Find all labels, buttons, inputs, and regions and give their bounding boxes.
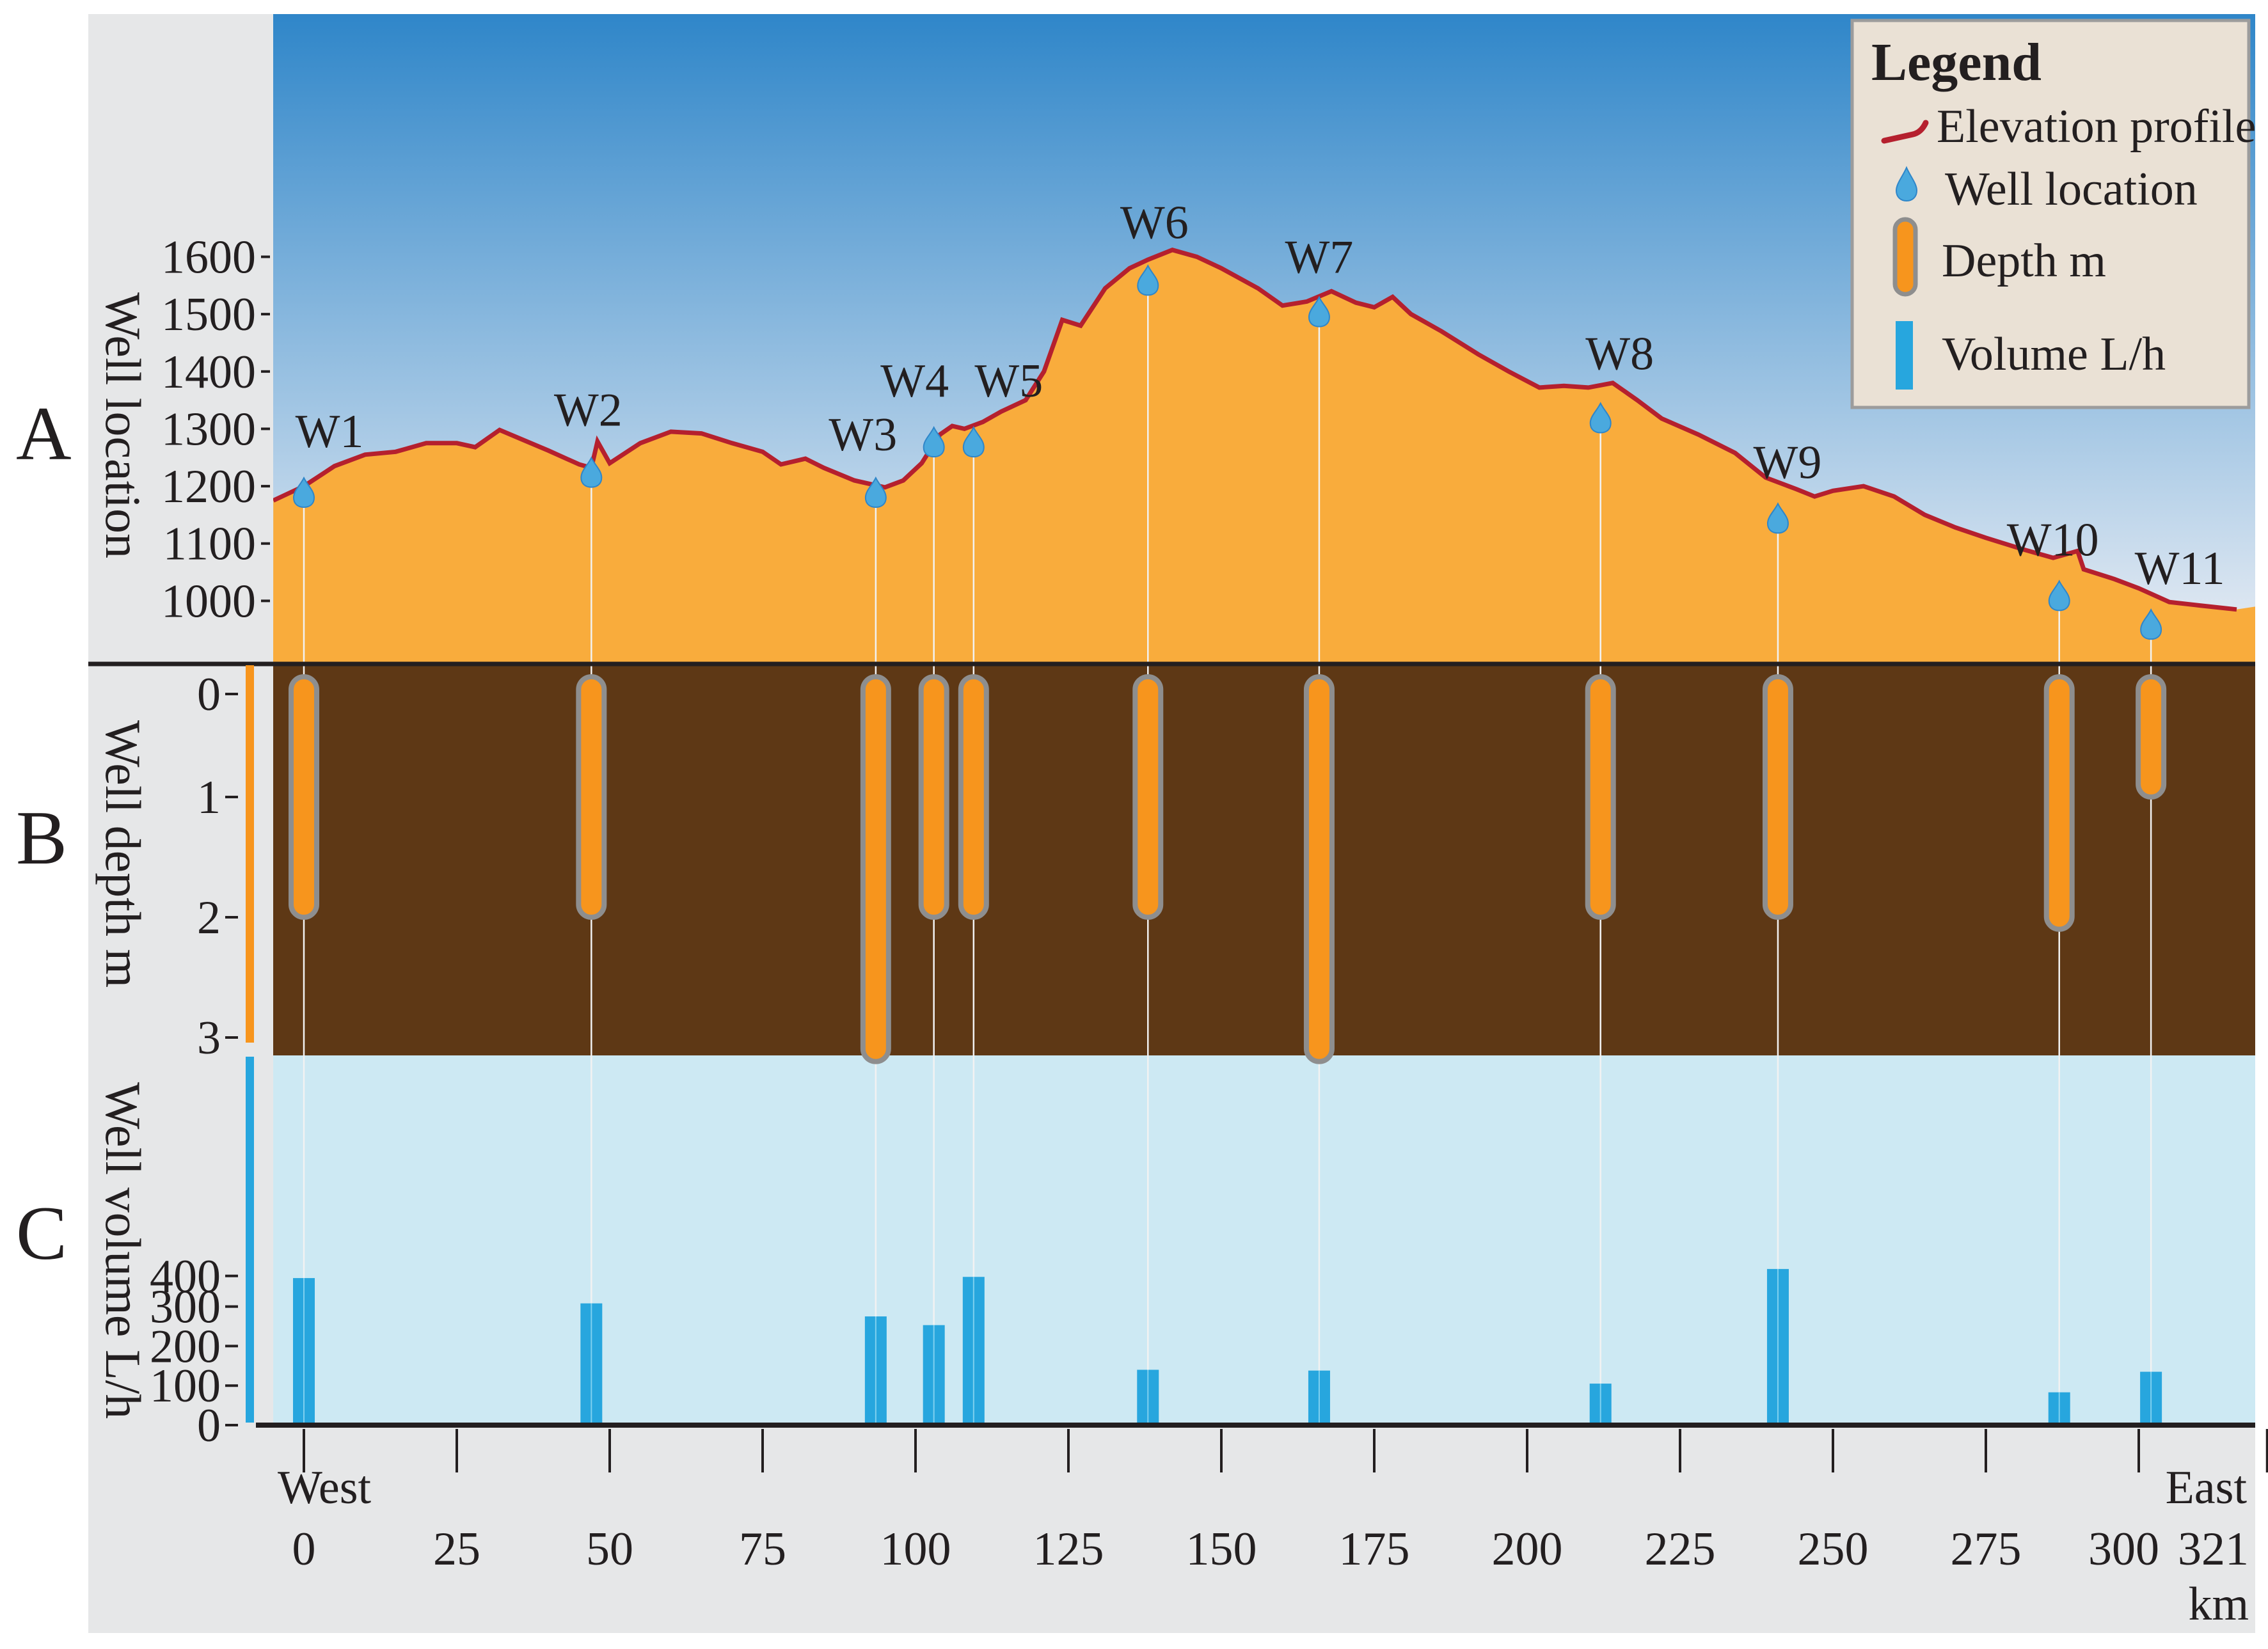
y-tick-label: 1: [197, 771, 221, 824]
depth-bar: [2043, 674, 2075, 932]
x-tick-label: 0: [292, 1523, 316, 1575]
well-marker: [580, 456, 603, 488]
x-tick-label: 321: [2178, 1523, 2249, 1575]
panel-a-ylabel: Well location: [95, 292, 151, 558]
depth-bars: [289, 674, 2167, 1064]
depth-bar: [1585, 674, 1616, 920]
well-label: W1: [296, 406, 364, 458]
well-marker: [292, 476, 315, 509]
well-label: W5: [974, 355, 1043, 407]
well-marker: [864, 476, 887, 509]
y-tick-label: 1100: [163, 518, 256, 571]
y-tick-label: 300: [150, 1281, 221, 1334]
x-axis-west-label: West: [278, 1462, 372, 1514]
well-marker: [2140, 608, 2162, 640]
legend-title: Legend: [1871, 33, 2042, 92]
well-label: W6: [1120, 196, 1189, 249]
figure-frame-bottom: [88, 1425, 2255, 1633]
volume-side-bar: [246, 1057, 254, 1423]
depth-bar: [860, 674, 891, 1064]
y-tick-label: 1200: [161, 461, 256, 513]
depth-bar: [576, 674, 607, 920]
y-tick-label: 1600: [161, 231, 256, 283]
x-tick-label: 75: [739, 1523, 786, 1575]
x-tick-label: 200: [1492, 1523, 1563, 1575]
panel-b-ylabel: Well depth m: [95, 720, 151, 988]
x-tick-label: 250: [1798, 1523, 1869, 1575]
legend-well-label: Well location: [1945, 163, 2198, 216]
y-tick-label: 0: [197, 668, 221, 721]
legend-well-icon: [1895, 166, 1918, 202]
x-tick-label: 225: [1645, 1523, 1716, 1575]
x-tick-label: 275: [1951, 1523, 2022, 1575]
x-axis-east-label: East: [2166, 1462, 2248, 1514]
depth-bar: [918, 674, 949, 920]
depth-bar: [1762, 674, 1793, 920]
well-label: W10: [2007, 514, 2099, 566]
terrain-fill: [273, 249, 2255, 664]
legend-elevation-label: Elevation profile: [1937, 100, 2256, 153]
panel-a-letter: A: [16, 391, 72, 476]
x-axis-unit-label: km: [2188, 1578, 2249, 1630]
well-marker: [1589, 402, 1612, 434]
panel-c-letter: C: [16, 1190, 67, 1275]
depth-bar: [289, 674, 319, 920]
well-marker: [962, 425, 985, 458]
legend-elevation-icon: [1881, 120, 1929, 144]
y-tick-label: 1500: [161, 288, 256, 341]
well-label: W3: [829, 409, 897, 461]
x-tick-label: 150: [1186, 1523, 1257, 1575]
y-tick-label: 400: [150, 1251, 221, 1303]
depth-bar: [958, 674, 989, 920]
y-tick-label: 2: [197, 892, 221, 944]
x-tick-label: 300: [2088, 1523, 2159, 1575]
well-label: W4: [880, 355, 949, 407]
y-tick-label: 200: [150, 1320, 221, 1373]
x-tick-label: 25: [433, 1523, 480, 1575]
y-axis-ticks: 1000110012001300140015001600012301002003…: [150, 231, 270, 1452]
soil-background: [273, 664, 2255, 1055]
legend-depth-label: Depth m: [1942, 235, 2106, 287]
volume-bars: [293, 1268, 2162, 1425]
well-marker: [2048, 580, 2070, 611]
y-tick-label: 1400: [161, 346, 256, 398]
y-tick-label: 0: [197, 1400, 221, 1452]
well-marker: [1766, 502, 1789, 534]
legend-depth-icon: [1892, 217, 1918, 297]
y-tick-label: 1300: [161, 403, 256, 455]
well-marker: [1308, 296, 1330, 327]
x-axis-ticks: 0 25 50 75 100 125 150 175 200 225 250 275 300 321: [292, 1429, 2268, 1575]
well-label: W8: [1585, 328, 1654, 381]
depth-bar: [2136, 674, 2167, 800]
well-label: W7: [1285, 232, 1354, 284]
depth-bar: [1303, 674, 1335, 1064]
panel-c-ylabel: Well volume L/h: [95, 1082, 151, 1419]
y-tick-label: 1000: [161, 575, 256, 627]
legend-volume-label: Volume L/h: [1942, 328, 2166, 381]
well-marker: [1137, 264, 1159, 296]
volume-background: [273, 1055, 2255, 1425]
x-tick-label: 50: [586, 1523, 633, 1575]
x-tick-label: 175: [1339, 1523, 1410, 1575]
x-tick-label: 100: [880, 1523, 951, 1575]
depth-bar: [1132, 674, 1164, 920]
panel-b-letter: B: [16, 795, 67, 880]
legend-box: [1850, 19, 2251, 409]
x-tick-label: 125: [1033, 1523, 1104, 1575]
well-label: W11: [2135, 542, 2225, 595]
well-label: W9: [1754, 436, 1822, 489]
well-label: W2: [554, 384, 623, 437]
depth-side-bar: [246, 665, 254, 1043]
elevation-profile-line: [273, 248, 2237, 612]
legend-volume-icon: [1896, 321, 1913, 390]
y-tick-label: 100: [150, 1360, 221, 1412]
legend: Legend Elevation profile Well location D…: [1850, 19, 2256, 409]
figure-frame: [88, 14, 274, 1633]
y-tick-label: 3: [197, 1012, 221, 1064]
well-marker: [923, 425, 945, 458]
